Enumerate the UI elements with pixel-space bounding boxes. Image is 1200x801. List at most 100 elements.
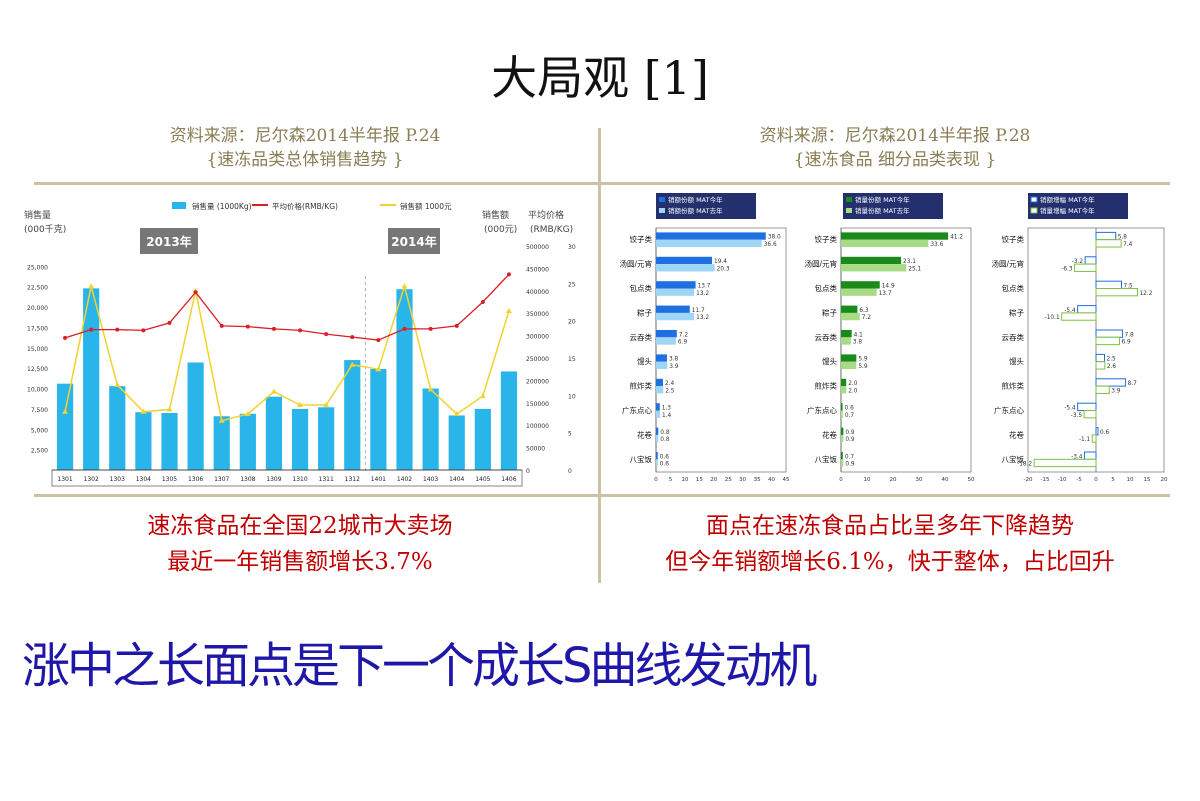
point-sales (427, 386, 434, 392)
category-label: 花卷 (1009, 429, 1025, 439)
point-price (480, 300, 485, 304)
legend-swatch (172, 202, 186, 209)
point-sales (88, 283, 95, 289)
bar-previous (1074, 263, 1097, 272)
y2-tick-label: 100000 (526, 423, 549, 430)
bar-previous (1095, 385, 1110, 394)
sales-trend-chart: 销售量 (1000Kg) 平均价格(RMB/KG) 销售额 1000元销售量(000… (24, 201, 576, 487)
right-caption-line2: 但今年销额增长6.1%，快于整体，占比回升 (665, 549, 1115, 575)
left-caption-line1: 速冻食品在全国22城市大卖场 (147, 513, 453, 539)
data-label: 0.7 (845, 413, 855, 419)
legend-label: 销量增幅 MAT今年 (1040, 206, 1095, 215)
bar-current (1095, 231, 1117, 241)
data-label: 0.8 (660, 430, 670, 436)
bar-volume (396, 289, 413, 470)
y-tick-label: 7,500 (31, 407, 48, 414)
point-price (89, 327, 94, 332)
divider-top (34, 182, 1170, 185)
legend-label: 销额份额 MAT去年 (668, 206, 723, 215)
category-label: 粽子 (1009, 307, 1025, 317)
y2-tick-label: 300000 (526, 334, 549, 341)
right-source-line1: 资料来源：尼尔森2014半年报 P.28 (759, 126, 1031, 146)
bar-previous (656, 337, 676, 345)
page-title: 大局观 [1] (491, 51, 709, 105)
bar-current (841, 281, 880, 289)
y-tick-label: 25,000 (27, 264, 48, 271)
bar-previous (656, 386, 664, 394)
bar-volume (265, 396, 283, 470)
bar-volume (135, 412, 152, 470)
bar-current (841, 427, 844, 435)
y3-tick-label: 5 (568, 431, 572, 438)
x-tick-label: 1308 (240, 476, 255, 483)
bar-previous (841, 361, 857, 370)
y-tick-label: 5,000 (31, 427, 48, 434)
point-price (402, 326, 407, 331)
data-label: -3.2 (1072, 259, 1084, 265)
point-sales (349, 361, 356, 367)
bar-volume (448, 415, 465, 470)
y2-axis-title: 销售额 (482, 209, 509, 221)
x-tick-label: 5 (1111, 477, 1115, 483)
point-sales (166, 406, 173, 412)
bar-current (656, 232, 766, 240)
y3-tick-label: 15 (568, 356, 576, 363)
data-label: 13.2 (696, 291, 709, 297)
bar-previous (841, 337, 851, 345)
data-label: 2.6 (1107, 364, 1117, 370)
legend-box (656, 193, 756, 219)
bar-volume (318, 407, 335, 470)
category-label: 汤圆/元宵 (619, 259, 652, 269)
x-tick-label: 1405 (475, 476, 490, 483)
data-label: 14.9 (882, 284, 895, 290)
bar-previous (841, 264, 907, 272)
data-label: -3.4 (1071, 454, 1083, 460)
year-badge (388, 228, 440, 254)
x-tick-label: 1303 (110, 476, 125, 483)
point-price (324, 332, 329, 337)
x-tick-label: 50 (968, 477, 975, 483)
bar-volume (83, 288, 100, 470)
data-label: 0.8 (660, 437, 670, 443)
bar-previous (1091, 434, 1097, 443)
bar-previous (656, 264, 715, 272)
right-source: 资料来源：尼尔森2014半年报 P.28 {速冻食品 细分品类表现 } (610, 124, 1180, 172)
x-tick-label: 30 (916, 477, 923, 483)
category-label: 云吞类 (1002, 332, 1025, 342)
x-tick-label: 20 (710, 477, 717, 483)
data-label: 3.9 (669, 364, 679, 370)
category-label: 粽子 (637, 307, 652, 317)
bar-current (1095, 353, 1105, 363)
x-tick-label: 1401 (371, 476, 386, 483)
legend-label: 销量份额 MAT今年 (855, 195, 910, 204)
bar-current (841, 305, 858, 313)
data-label: 5.9 (858, 357, 868, 363)
y2-axis-title: (000元) (484, 225, 517, 235)
x-tick-label: 1302 (84, 476, 99, 483)
category-label: 煎炸类 (815, 381, 838, 391)
point-sales (479, 393, 486, 399)
x-tick-label: 1311 (319, 476, 334, 483)
legend-swatch (1030, 196, 1038, 203)
legend-swatch (659, 197, 665, 202)
category-label: 八宝饭 (815, 454, 838, 464)
bar-previous (1095, 239, 1122, 248)
legend-swatch (846, 208, 852, 213)
category-label: 包点类 (1002, 283, 1025, 293)
bar-volume (344, 360, 361, 470)
bar-volume (370, 368, 387, 470)
category-label: 馒头 (637, 356, 652, 366)
data-label: 25.1 (908, 266, 921, 272)
point-price (245, 324, 250, 329)
data-label: 8.7 (1128, 381, 1138, 387)
point-price (454, 323, 459, 328)
data-label: 20.3 (717, 266, 730, 272)
category-label: 云吞类 (630, 332, 653, 342)
point-sales (453, 411, 460, 416)
bar-current (656, 427, 659, 435)
category-label: 八宝饭 (1002, 454, 1025, 464)
point-sales (505, 307, 512, 313)
y-tick-label: 15,000 (27, 346, 48, 353)
